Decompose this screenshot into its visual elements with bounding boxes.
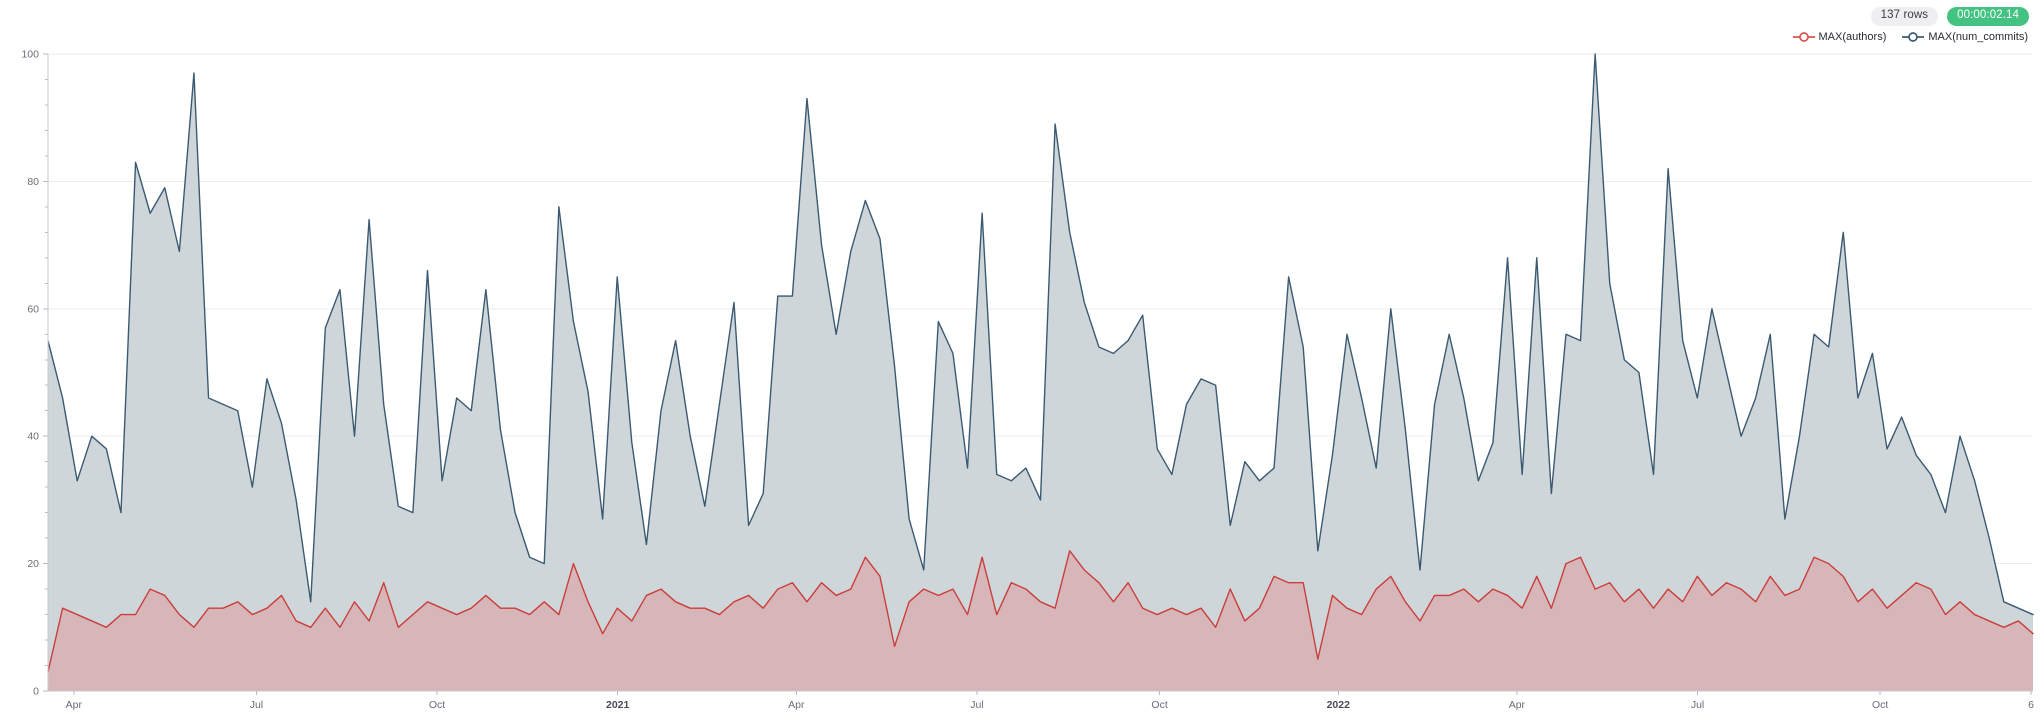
area-chart-canvas[interactable]: 0 20 40 60 80 100 Apr Jul Oct 2021 Apr Jul Oct 2022 Ap… (0, 44, 2041, 725)
y-axis-tick-label: 0 (33, 686, 39, 698)
y-axis-tick-label: 80 (27, 176, 39, 188)
x-axis-tick-label: Jul (250, 699, 263, 711)
x-axis-tick-label: Apr (66, 699, 83, 711)
status-badge-bar: 137 rows 00:00:02.14 (1870, 6, 2029, 26)
row-count-badge: 137 rows (1870, 6, 1939, 26)
legend-item-max-num-commits[interactable]: MAX(num_commits) (1902, 31, 2028, 43)
legend-marker-icon (1792, 32, 1815, 42)
legend-marker-icon (1902, 32, 1925, 42)
x-axis-tick-label: Oct (1872, 699, 1888, 711)
x-axis-tick-label: 2022 (1327, 699, 1351, 711)
query-duration-badge: 00:00:02.14 (1947, 6, 2029, 26)
area-chart[interactable]: 0 20 40 60 80 100 Apr Jul Oct 2021 Apr Jul Oct 2022 Ap… (0, 44, 2041, 725)
series-area-max-num-commits (48, 54, 2033, 691)
x-axis-tick-label: Oct (1151, 699, 1167, 711)
x-axis-tick-label: Apr (1509, 699, 1526, 711)
x-axis-tick-label: Apr (788, 699, 805, 711)
legend-label-max-authors: MAX(authors) (1818, 31, 1887, 43)
legend-item-max-authors[interactable]: MAX(authors) (1792, 31, 1887, 43)
x-axis-tick-label: Oct (429, 699, 445, 711)
y-axis-tick-label: 40 (27, 431, 39, 443)
x-axis-tick-label: Jul (1691, 699, 1704, 711)
legend-label-max-num-commits: MAX(num_commits) (1928, 31, 2028, 43)
y-axis-tick-label: 100 (21, 49, 39, 61)
x-axis-tick-label: Jul (970, 699, 983, 711)
series-area-max-authors (48, 550, 2033, 691)
series-line-max-num-commits[interactable] (47, 53, 2034, 616)
y-axis-tick-label: 60 (27, 303, 39, 315)
chart-legend[interactable]: MAX(authors) MAX(num_commits) (1792, 31, 2028, 43)
x-axis-tick-label: 2021 (606, 699, 630, 711)
y-axis-tick-label: 20 (27, 558, 39, 570)
x-axis-tick-label: 6 (2028, 699, 2034, 711)
series-line-max-authors[interactable] (47, 550, 2034, 673)
